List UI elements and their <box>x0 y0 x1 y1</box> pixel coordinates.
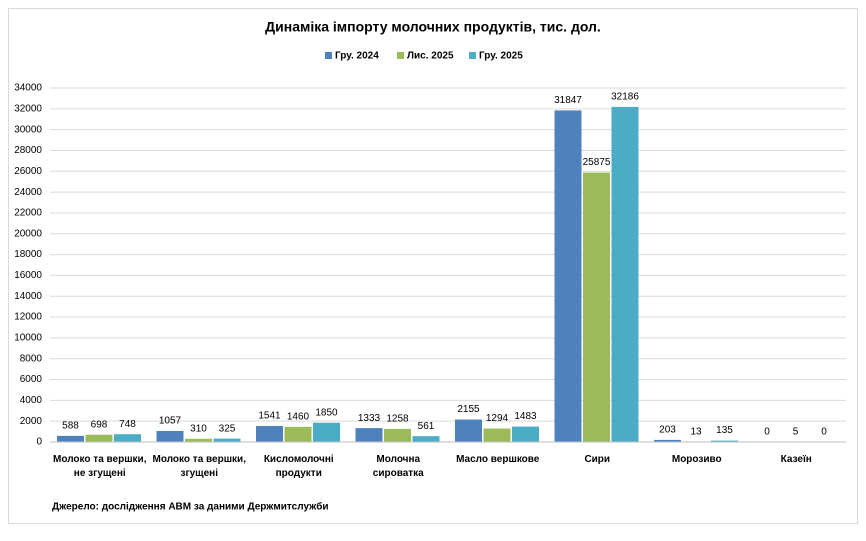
y-tick-label: 22000 <box>14 208 42 219</box>
y-tick-label: 30000 <box>14 124 42 135</box>
bar <box>484 429 511 442</box>
value-label: 310 <box>190 423 207 434</box>
legend-swatch <box>397 52 404 59</box>
value-label: 25875 <box>583 157 611 168</box>
value-label: 698 <box>91 419 108 430</box>
y-tick-label: 32000 <box>14 103 42 114</box>
value-label: 1333 <box>358 413 381 424</box>
value-label: 135 <box>716 425 733 436</box>
bar <box>57 436 84 442</box>
y-tick-label: 4000 <box>20 395 43 406</box>
x-tick-label: Масло вершкове <box>456 454 540 465</box>
bar <box>612 107 639 442</box>
y-tick-label: 16000 <box>14 270 42 281</box>
bar <box>455 420 482 442</box>
y-tick-label: 26000 <box>14 166 42 177</box>
y-tick-label: 12000 <box>14 312 42 323</box>
bar <box>313 423 340 442</box>
x-tick-label-line: сироватка <box>373 468 424 479</box>
bar <box>512 427 539 442</box>
legend-label: Лис. 2025 <box>407 51 454 62</box>
bar <box>214 439 241 442</box>
legend-label: Гру. 2024 <box>335 51 379 62</box>
x-tick-label-line: продукти <box>276 468 322 479</box>
value-label: 5 <box>793 427 799 438</box>
value-label: 1057 <box>159 416 182 427</box>
value-label: 1483 <box>514 411 537 422</box>
bar <box>285 427 312 442</box>
bar <box>157 431 184 442</box>
value-label: 561 <box>418 421 435 432</box>
x-tick-label-line: Масло вершкове <box>456 454 540 465</box>
legend-swatch <box>325 52 332 59</box>
x-tick-label-line: Казеїн <box>781 454 812 465</box>
y-tick-label: 28000 <box>14 145 42 156</box>
value-label: 13 <box>690 427 702 438</box>
value-label: 1850 <box>315 407 338 418</box>
value-label: 0 <box>764 427 770 438</box>
x-tick-label-line: Морозиво <box>672 454 722 465</box>
bar <box>114 434 141 442</box>
y-tick-label: 14000 <box>14 291 42 302</box>
x-tick-label-line: Молоко та вершки, <box>153 454 247 465</box>
y-tick-label: 0 <box>36 437 42 448</box>
bar <box>583 173 610 442</box>
x-tick-label: Казеїн <box>781 454 812 465</box>
value-label: 588 <box>62 421 79 432</box>
y-tick-label: 6000 <box>20 374 43 385</box>
y-tick-label: 20000 <box>14 228 42 239</box>
value-label: 1294 <box>486 413 509 424</box>
value-label: 1460 <box>287 411 310 422</box>
value-label: 325 <box>219 423 236 434</box>
x-tick-label-line: не згущені <box>74 468 126 479</box>
value-label: 203 <box>659 425 676 436</box>
bar <box>384 429 411 442</box>
x-tick-label: Сири <box>584 454 610 465</box>
y-tick-label: 2000 <box>20 416 43 427</box>
value-label: 32186 <box>611 92 639 103</box>
y-tick-label: 8000 <box>20 353 43 364</box>
value-label: 31847 <box>554 95 582 106</box>
chart-frame <box>9 9 858 524</box>
x-tick-label-line: Молоко та вершки, <box>53 454 147 465</box>
source-note: Джерело: дослідження АВМ за даними Держм… <box>52 501 329 513</box>
legend-label: Гру. 2025 <box>479 51 523 62</box>
bar <box>86 435 113 442</box>
value-label: 1258 <box>386 414 409 425</box>
bar <box>256 426 283 442</box>
bar <box>555 110 582 442</box>
chart-title: Динаміка імпорту молочних продуктів, тис… <box>265 19 601 35</box>
legend-swatch <box>469 52 476 59</box>
x-tick-label-line: Молочна <box>376 454 420 465</box>
y-tick-label: 24000 <box>14 187 42 198</box>
y-tick-label: 10000 <box>14 333 42 344</box>
value-label: 0 <box>821 427 827 438</box>
y-tick-label: 18000 <box>14 249 42 260</box>
bar <box>356 428 383 442</box>
value-label: 1541 <box>258 411 281 422</box>
bar <box>413 436 440 442</box>
x-tick-label-line: Кисломолочні <box>264 454 334 465</box>
x-tick-label-line: Сири <box>584 454 610 465</box>
x-tick-label: Морозиво <box>672 454 722 465</box>
y-tick-label: 34000 <box>14 83 42 94</box>
value-label: 748 <box>119 419 136 430</box>
x-tick-label-line: згущені <box>180 468 218 479</box>
value-label: 2155 <box>457 404 480 415</box>
